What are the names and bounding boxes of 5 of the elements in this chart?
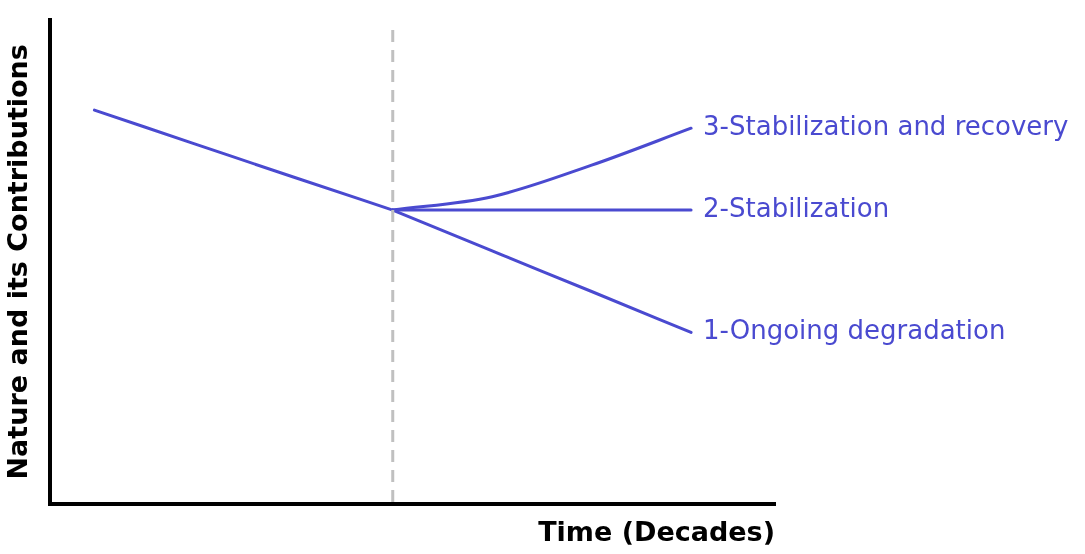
y-axis-title: Nature and its Contributions (2, 44, 34, 480)
series-label: 1-Ongoing degradation (703, 315, 1006, 346)
series-label: 3-Stabilization and recovery (703, 110, 1069, 141)
series-label: 2-Stabilization (703, 192, 890, 223)
x-axis-title: Time (Decades) (538, 515, 775, 547)
